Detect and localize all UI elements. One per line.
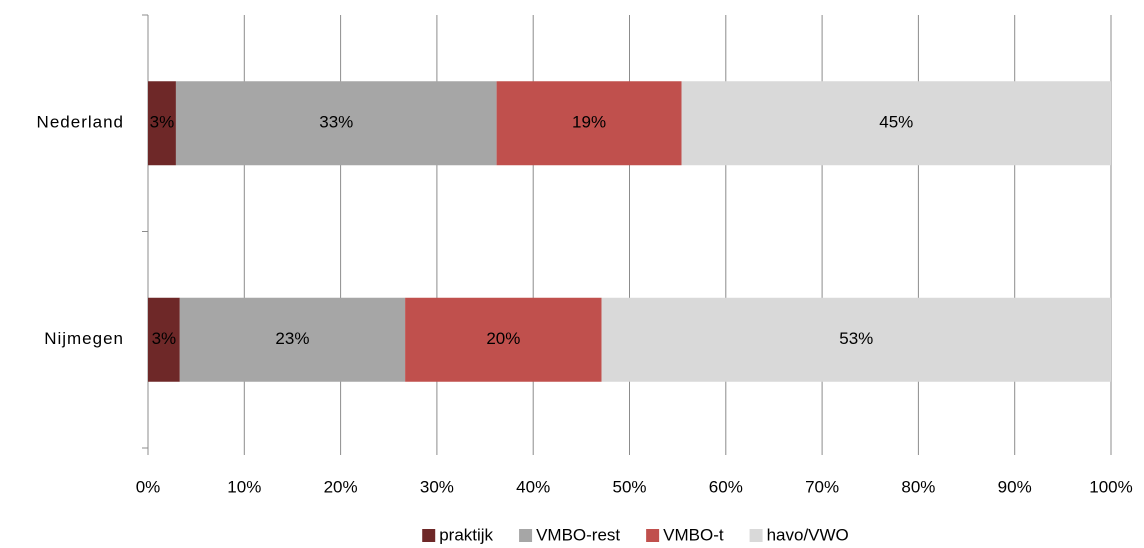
bar-segment: [681, 81, 1111, 166]
x-tick-label: 90%: [998, 477, 1032, 496]
x-tick-label: 80%: [901, 477, 935, 496]
bar-segment: [175, 81, 497, 166]
category-label: Nederland: [37, 113, 124, 132]
x-tick-label: 50%: [612, 477, 646, 496]
bar-segment: [601, 297, 1111, 382]
x-tick-label: 0%: [136, 477, 161, 496]
legend-swatch: [519, 529, 533, 542]
x-tick-label: 60%: [709, 477, 743, 496]
bar-segment: [148, 81, 176, 166]
bar-segment: [179, 297, 406, 382]
value-label: 3%: [150, 113, 175, 132]
legend-label: praktijk: [439, 525, 493, 544]
value-label: 3%: [152, 329, 177, 348]
legend-swatch: [646, 529, 660, 542]
value-label: 20%: [486, 329, 520, 348]
x-tick-label: 20%: [324, 477, 358, 496]
legend-label: VMBO-rest: [536, 525, 620, 544]
value-label: 53%: [839, 329, 873, 348]
x-tick-label: 100%: [1089, 477, 1132, 496]
bar-segment: [148, 297, 180, 382]
category-label: Nijmegen: [44, 329, 124, 348]
x-tick-label: 30%: [420, 477, 454, 496]
legend-swatch: [749, 529, 763, 542]
legend-label: havo/VWO: [767, 525, 849, 544]
bar-segment: [496, 81, 682, 166]
x-tick-label: 70%: [805, 477, 839, 496]
legend: praktijk VMBO-rest VMBO-t havo/VWO: [422, 525, 849, 544]
value-label: 45%: [879, 113, 913, 132]
x-tick-label: 10%: [227, 477, 261, 496]
value-label: 19%: [572, 113, 606, 132]
bar-segment: [405, 297, 602, 382]
legend-swatch: [422, 529, 436, 542]
value-label: 33%: [319, 113, 353, 132]
value-label: 23%: [275, 329, 309, 348]
legend-label: VMBO-t: [663, 525, 724, 544]
x-tick-label: 40%: [516, 477, 550, 496]
